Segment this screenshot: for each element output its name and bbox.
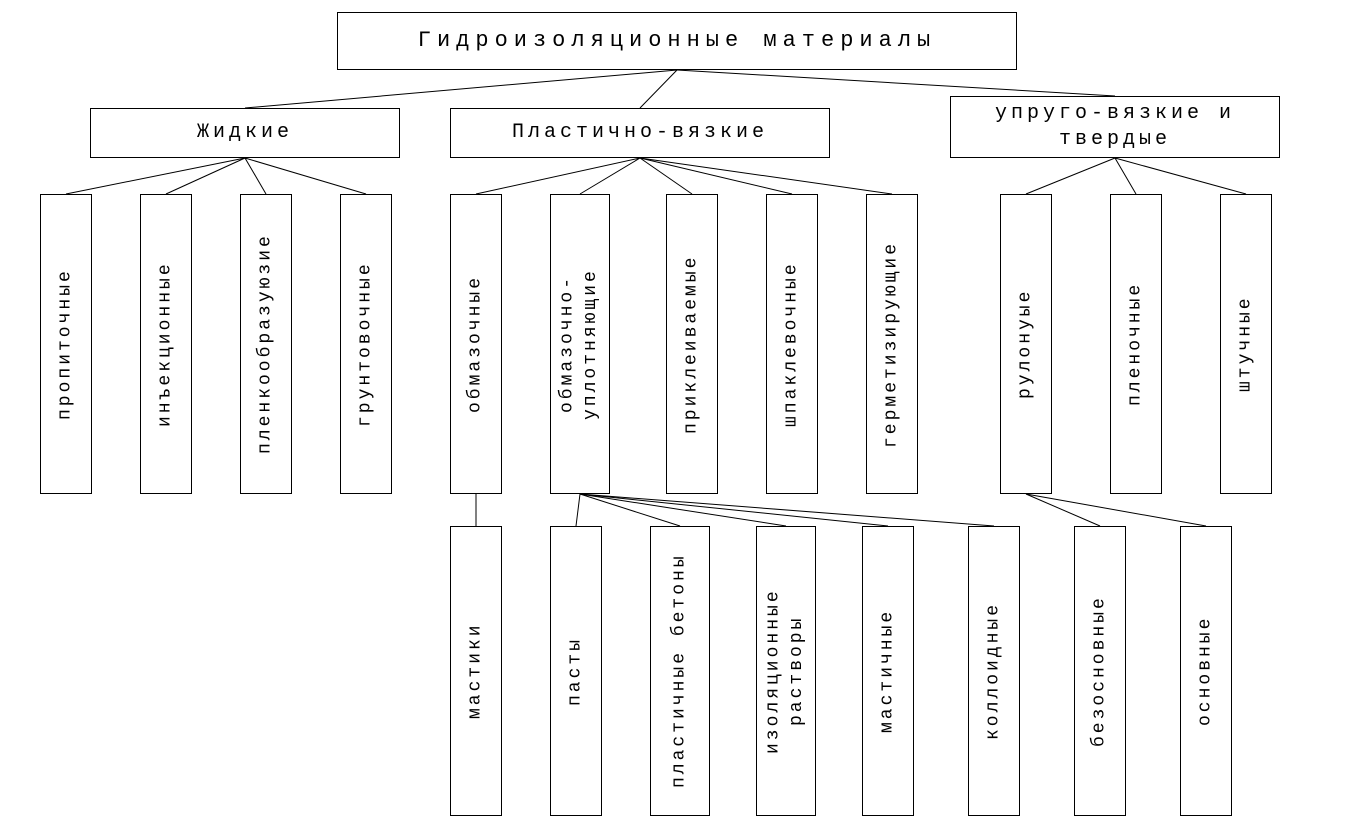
leaf-label: пасты: [564, 637, 587, 706]
leaf-prikleyvaemye: приклеиваемые: [666, 194, 718, 494]
category-label: Жидкие: [197, 120, 293, 146]
leaf-gruntovochnye: грунтовочные: [340, 194, 392, 494]
leaf-propitochnye: пропиточные: [40, 194, 92, 494]
leaf-obmazochno-uplotnyayushchie: обмазочно-уплотняющие: [550, 194, 610, 494]
leaf-label: пленочные: [1124, 282, 1147, 406]
leaf-label: шпаклевочные: [780, 261, 803, 427]
leaf-label: основные: [1194, 616, 1217, 726]
root-label: Гидроизоляционные материалы: [418, 27, 936, 56]
leaf-kolloidnye: коллоидные: [968, 526, 1020, 816]
leaf-plastichnye-betony: пластичные бетоны: [650, 526, 710, 816]
leaf-shpaklevochnye: шпаклевочные: [766, 194, 818, 494]
leaf-label: приклеиваемые: [680, 254, 703, 433]
category-elastic-solid: упруго-вязкие и твердые: [950, 96, 1280, 158]
leaf-label: инъекционные: [154, 261, 177, 427]
leaf-inektsionnye: инъекционные: [140, 194, 192, 494]
leaf-label: герметизирующие: [880, 240, 903, 447]
leaf-label: обмазочно-уплотняющие: [557, 205, 604, 483]
leaf-osnovnye: основные: [1180, 526, 1232, 816]
leaf-label: безосновные: [1088, 595, 1111, 747]
leaf-label: пропиточные: [54, 268, 77, 420]
leaf-label: пластичные бетоны: [668, 554, 691, 789]
leaf-shtuchnye: штучные: [1220, 194, 1272, 494]
leaf-bezosnovnye: безосновные: [1074, 526, 1126, 816]
leaf-label: грунтовочные: [354, 261, 377, 427]
leaf-label: штучные: [1234, 296, 1257, 393]
category-liquid: Жидкие: [90, 108, 400, 158]
leaf-label: рулонуые: [1014, 289, 1037, 399]
leaf-label: обмазочные: [464, 275, 487, 413]
leaf-label: мастичные: [876, 609, 899, 733]
leaf-label: изоляционные растворы: [763, 537, 810, 805]
leaf-rulonnye: рулонуые: [1000, 194, 1052, 494]
leaf-pasty: пасты: [550, 526, 602, 816]
leaf-label: пленкообразуюзие: [254, 234, 277, 455]
leaf-mastiki: мастики: [450, 526, 502, 816]
category-label: упруго-вязкие и твердые: [951, 101, 1279, 153]
leaf-plenochnye: пленочные: [1110, 194, 1162, 494]
leaf-label: мастики: [464, 623, 487, 720]
leaf-obmazochnye: обмазочные: [450, 194, 502, 494]
leaf-izolyatsionnye-rastvory: изоляционные растворы: [756, 526, 816, 816]
leaf-plenkoobrazuyushchie: пленкообразуюзие: [240, 194, 292, 494]
category-plastic-viscous: Пластично-вязкие: [450, 108, 830, 158]
leaf-label: коллоидные: [982, 602, 1005, 740]
category-label: Пластично-вязкие: [512, 120, 768, 146]
leaf-mastichnye: мастичные: [862, 526, 914, 816]
root-node: Гидроизоляционные материалы: [337, 12, 1017, 70]
leaf-germetiziruyushchie: герметизирующие: [866, 194, 918, 494]
